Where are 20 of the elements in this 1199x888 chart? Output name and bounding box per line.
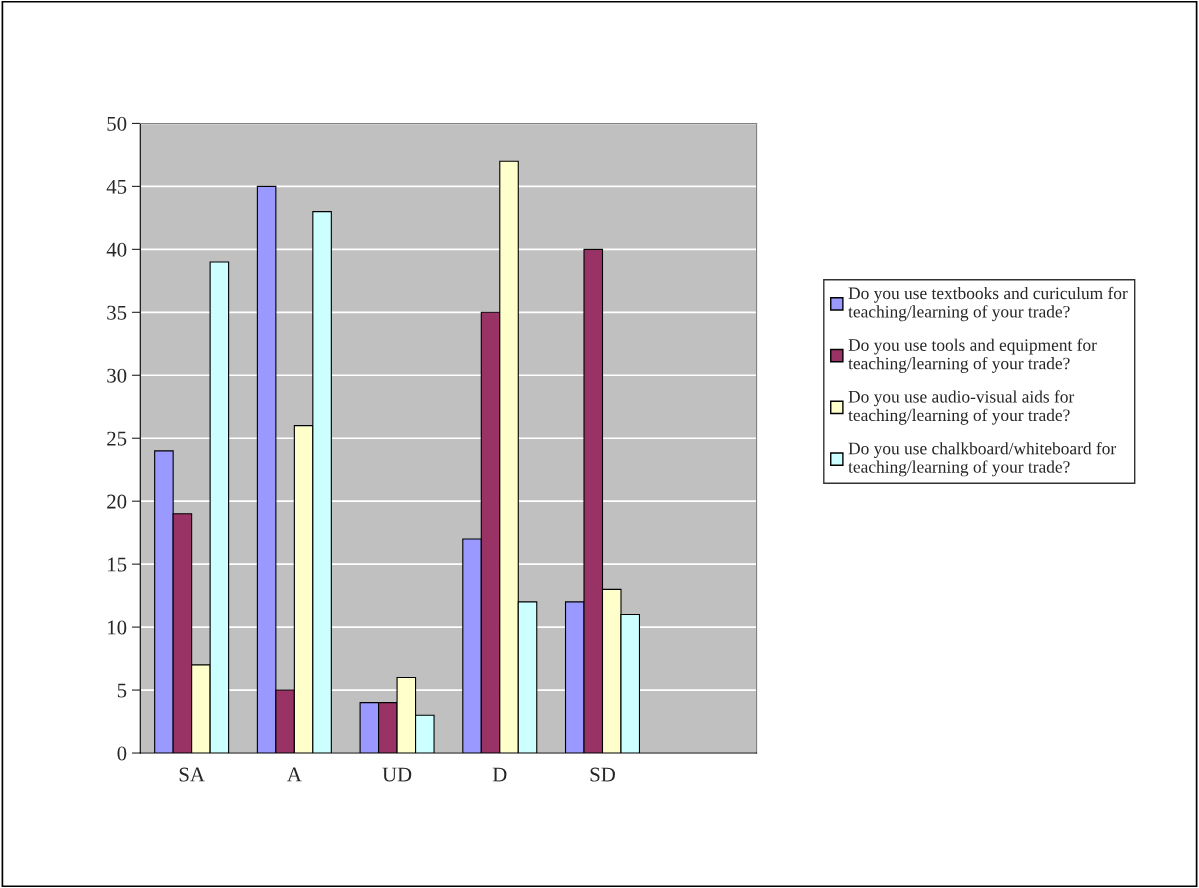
y-tick-label: 45: [106, 179, 127, 194]
y-tick-label: 30: [107, 368, 127, 383]
x-tick-label: SA: [179, 767, 205, 782]
legend-label: Do you use audio-visual aids for teaching/learning of your trade?: [848, 390, 1075, 425]
y-tick-label: 20: [107, 494, 127, 509]
x-tick-label: A: [287, 767, 302, 782]
y-tick-label: 5: [117, 683, 127, 698]
y-tick-label: 25: [107, 431, 127, 446]
x-tick-label: UD: [382, 767, 412, 782]
y-tick-label: 10: [108, 620, 127, 635]
y-tick-label: 0: [117, 746, 127, 761]
legend-label: Do you use tools and equipment for teaching/learning of your trade?: [848, 338, 1097, 373]
x-tick-label: D: [492, 767, 507, 782]
y-tick-label: 35: [107, 305, 127, 320]
y-tick-label: 15: [108, 557, 127, 572]
legend-label: Do you use textbooks and curiculum for teaching/learning of your trade?: [848, 286, 1128, 322]
x-tick-label: SD: [590, 767, 615, 782]
y-tick-label: 50: [107, 116, 127, 131]
y-tick-label: 40: [106, 242, 127, 257]
legend-label: Do you use chalkboard/whiteboard for teaching/learning of your trade?: [848, 441, 1116, 477]
